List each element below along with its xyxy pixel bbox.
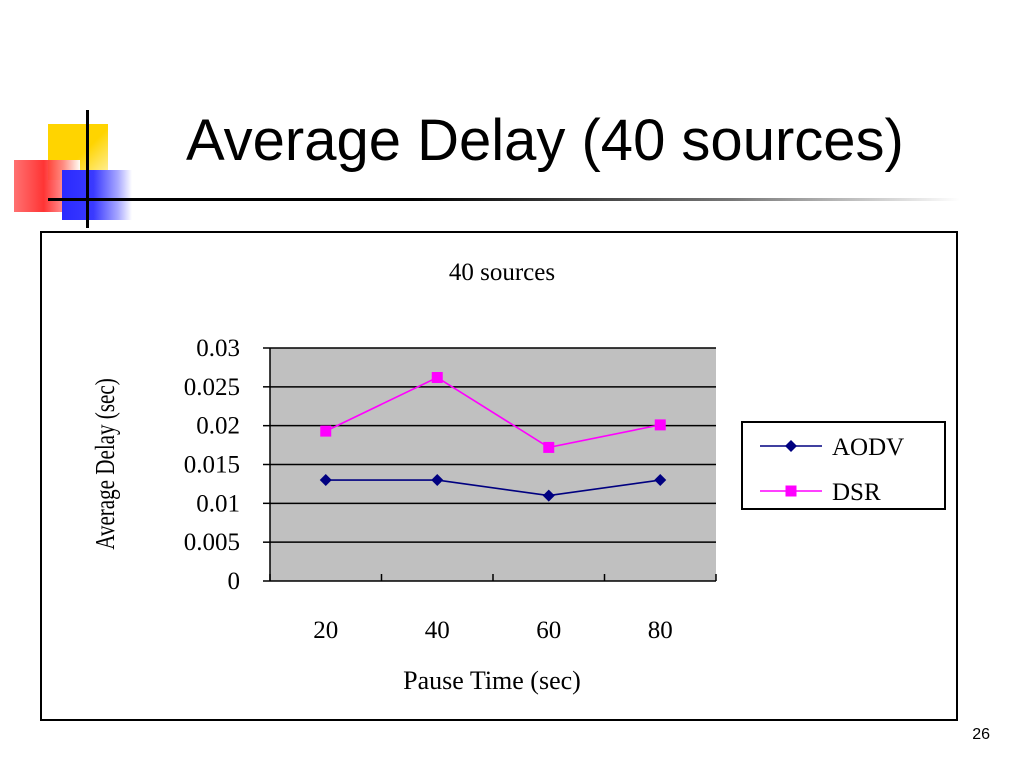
y-tick-label: 0.005 <box>184 529 240 556</box>
data-point <box>543 441 555 453</box>
decor-blue-square <box>62 170 132 220</box>
x-tick-label: 60 <box>536 617 561 644</box>
y-tick-labels: 0 0.005 0.01 0.015 0.02 0.025 0.03 <box>184 335 270 595</box>
data-point <box>319 474 332 487</box>
y-tick-label: 0.02 <box>196 413 240 440</box>
legend-item-aodv: AODV <box>760 434 904 461</box>
y-tick-label: 0.03 <box>196 335 240 362</box>
title-underline <box>48 198 960 201</box>
y-tick-label: 0.01 <box>196 490 240 517</box>
data-point <box>654 419 666 431</box>
legend-item-dsr: DSR <box>760 479 881 506</box>
series-line <box>325 376 661 449</box>
chart-frame: 40 sources 0 0.005 0.01 0.015 0.02 0.025 0.03 … <box>40 231 958 721</box>
series-line <box>325 479 661 497</box>
legend-label: AODV <box>832 434 904 461</box>
y-tick-label: 0 <box>228 568 241 595</box>
line-chart: 40 sources 00.0050.010.0150.020.0250.03 … <box>91 259 946 695</box>
data-point <box>542 489 555 502</box>
data-point <box>431 474 444 487</box>
data-point <box>431 372 443 384</box>
page-number: 26 <box>972 726 990 743</box>
decor-vertical-line <box>86 110 89 228</box>
x-axis-label: Pause Time (sec) <box>403 666 581 695</box>
data-point <box>320 425 332 437</box>
x-tick-labels: 20 40 60 80 <box>313 617 673 644</box>
y-tick-label: 0.025 <box>184 374 240 401</box>
chart-title: 40 sources <box>449 259 555 286</box>
legend: AODV DSR <box>741 421 946 510</box>
data-point <box>654 474 667 487</box>
y-axis-label: Average Delay (sec) <box>91 378 121 549</box>
x-tick-label: 40 <box>425 617 450 644</box>
y-tick-label: 0.015 <box>184 452 240 479</box>
series-layer <box>319 372 667 502</box>
series-dsr <box>320 372 666 453</box>
legend-box <box>741 421 946 510</box>
series-aodv <box>319 474 667 502</box>
legend-label: DSR <box>832 479 881 506</box>
data-point <box>785 440 797 452</box>
slide-title: Average Delay (40 sources) <box>186 108 904 173</box>
grid-lines <box>270 347 716 543</box>
x-tick-label: 80 <box>648 617 673 644</box>
x-tick-label: 20 <box>313 617 338 644</box>
data-point <box>785 485 797 497</box>
